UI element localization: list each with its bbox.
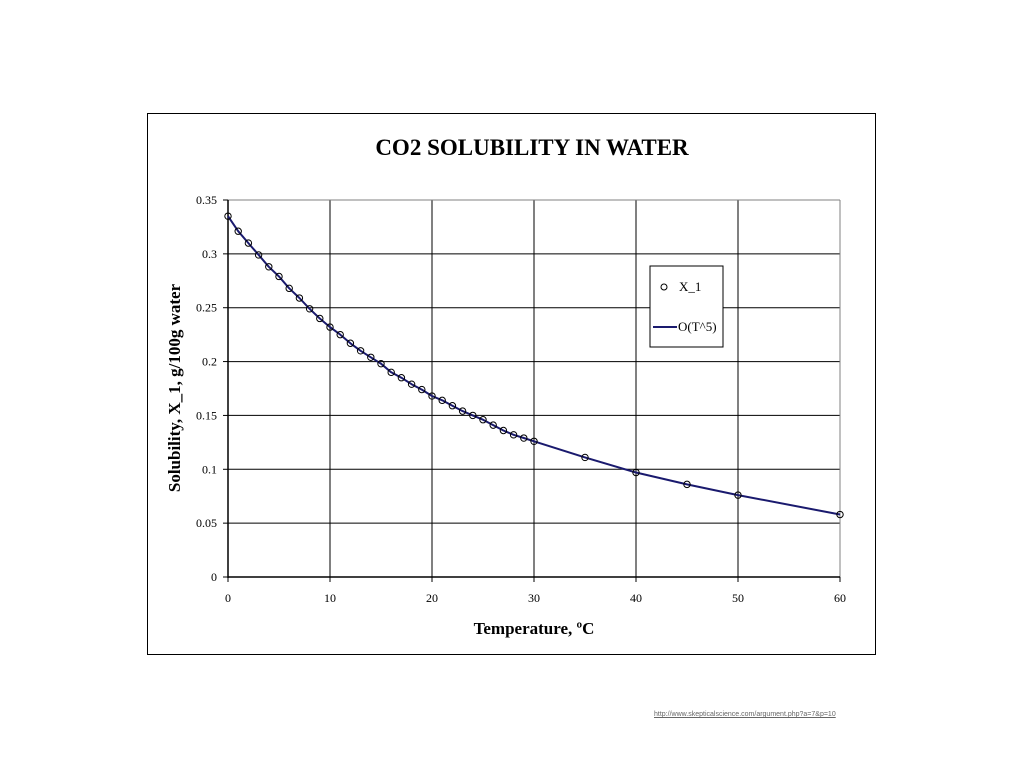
data-point: [530, 437, 538, 445]
y-tick-label: 0.35: [196, 193, 217, 207]
data-point: [520, 434, 528, 442]
data-point: [265, 263, 273, 271]
data-point: [295, 294, 304, 302]
data-point: [326, 323, 334, 331]
data-point: [305, 305, 314, 313]
data-point: [438, 396, 446, 405]
y-tick-label: 0.3: [202, 247, 217, 261]
y-tick-label: 0.05: [196, 516, 217, 530]
data-point: [356, 347, 365, 355]
x-tick-label: 30: [528, 591, 540, 605]
data-point: [469, 411, 477, 420]
data-point: [244, 239, 253, 247]
data-point: [407, 380, 416, 388]
y-tick-label: 0: [211, 570, 217, 584]
data-point: [346, 339, 355, 347]
data-point: [377, 360, 385, 368]
y-tick-label: 0.25: [196, 301, 217, 315]
data-point: [275, 272, 283, 281]
data-point: [316, 314, 324, 323]
data-point: [234, 227, 242, 235]
x-tick-label: 50: [732, 591, 744, 605]
data-point: [683, 480, 691, 489]
grid: [228, 199, 840, 577]
series-line-group: [227, 215, 841, 516]
data-point: [448, 402, 457, 410]
data-point: [428, 392, 436, 400]
series-line-fit: [227, 215, 841, 516]
source-url-link[interactable]: http://www.skepticalscience.com/argument…: [654, 711, 836, 718]
data-point: [499, 426, 508, 435]
data-point: [836, 510, 844, 519]
data-point: [632, 468, 640, 477]
chart-frame: [147, 113, 876, 655]
legend-label-fit: O(T^5): [678, 319, 717, 334]
legend-box: [649, 265, 724, 348]
data-point: [418, 385, 426, 394]
data-point: [285, 284, 293, 293]
data-point: [509, 431, 518, 439]
x-tick-label: 0: [225, 591, 231, 605]
legend: X_1 O(T^5): [649, 265, 724, 348]
data-point: [397, 374, 406, 382]
series-markers-group: [224, 212, 844, 519]
y-axis-ticks: 0 0.05 0.1 0.15 0.2 0.25 0.3 0.35: [196, 193, 228, 584]
x-tick-label: 10: [324, 591, 336, 605]
data-point: [336, 330, 344, 339]
y-tick-label: 0.1: [202, 462, 217, 476]
y-tick-label: 0.2: [202, 355, 217, 369]
x-tick-label: 20: [426, 591, 438, 605]
x-axis-ticks: 0 10 20 30 40 50 60: [225, 577, 846, 605]
x-tick-label: 40: [630, 591, 642, 605]
data-point: [387, 368, 395, 377]
x-tick-label: 60: [834, 591, 846, 605]
data-point: [224, 212, 232, 220]
x-axis-label: Temperature, ºC: [474, 619, 595, 638]
legend-marker-icon: [660, 283, 668, 291]
y-tick-label: 0.15: [196, 408, 217, 422]
data-point: [489, 421, 497, 429]
data-point: [458, 407, 467, 415]
chart-title: CO2 SOLUBILITY IN WATER: [375, 135, 689, 160]
data-point: [734, 491, 742, 499]
data-point: [581, 453, 589, 462]
y-axis-label: Solubility, X_1, g/100g water: [165, 283, 184, 492]
legend-label-x1: X_1: [679, 279, 701, 294]
data-point: [367, 353, 375, 361]
data-point: [479, 416, 487, 424]
data-point: [254, 251, 263, 259]
